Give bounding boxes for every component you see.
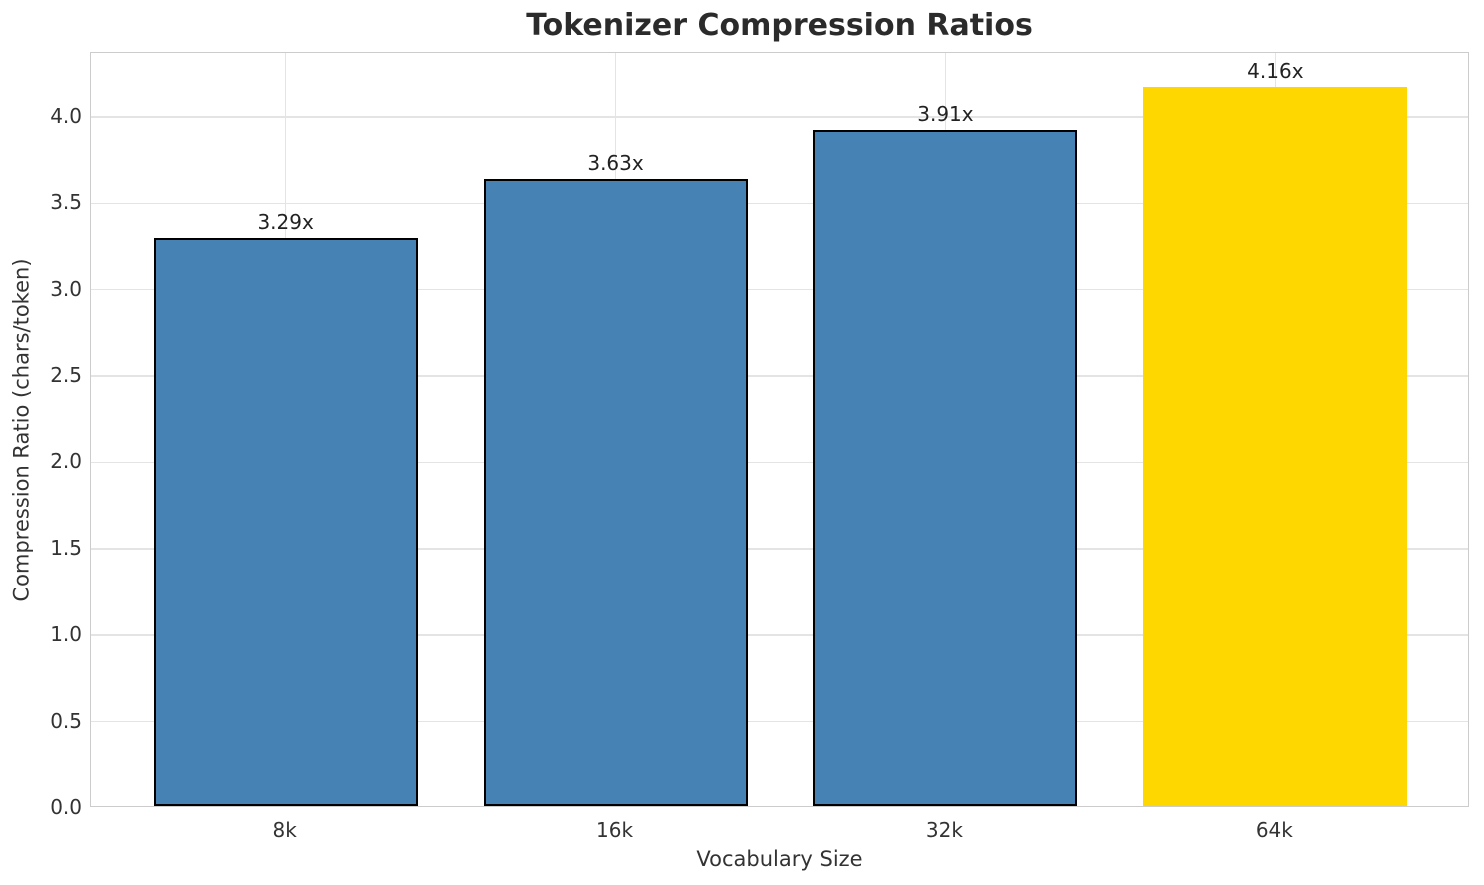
- ytick-0.5: 0.5: [50, 708, 82, 733]
- bar-value-label-32k: 3.91x: [917, 102, 974, 127]
- h-gridline-2: [91, 461, 1468, 464]
- y-axis-label: Compression Ratio (chars/token): [9, 258, 34, 602]
- ytick-2.5: 2.5: [50, 363, 82, 388]
- x-axis-label: Vocabulary Size: [696, 847, 863, 871]
- h-gridline-0.5: [91, 720, 1468, 723]
- ytick-3.5: 3.5: [50, 190, 82, 215]
- ytick-1.5: 1.5: [50, 535, 82, 560]
- ytick-1.0: 1.0: [50, 622, 82, 647]
- chart-title: Tokenizer Compression Ratios: [526, 8, 1033, 43]
- ytick-2.0: 2.0: [50, 449, 82, 474]
- bar-64k: [1143, 87, 1408, 806]
- plot-area: 3.29x 3.63x 3.91x 4.16x: [90, 52, 1469, 807]
- h-gridline-3: [91, 288, 1468, 291]
- bar-32k: [813, 130, 1078, 806]
- xtick-8k: 8k: [272, 818, 297, 842]
- ytick-3.0: 3.0: [50, 276, 82, 301]
- ytick-0.0: 0.0: [50, 795, 82, 819]
- h-gridline-2.5: [91, 375, 1468, 377]
- xtick-32k: 32k: [925, 818, 963, 842]
- h-gridline-3.5: [91, 202, 1468, 205]
- bar-8k: [153, 237, 418, 806]
- bar-value-label-8k: 3.29x: [257, 209, 314, 234]
- h-gridline-1.5: [91, 548, 1468, 550]
- bar-16k: [483, 178, 748, 806]
- h-gridline-4: [91, 116, 1468, 118]
- h-gridline-1: [91, 634, 1468, 636]
- ytick-4.0: 4.0: [50, 103, 82, 128]
- xtick-64k: 64k: [1255, 818, 1293, 842]
- bar-value-label-16k: 3.63x: [587, 150, 644, 175]
- xtick-16k: 16k: [596, 818, 634, 842]
- bar-value-label-64k: 4.16x: [1247, 59, 1304, 84]
